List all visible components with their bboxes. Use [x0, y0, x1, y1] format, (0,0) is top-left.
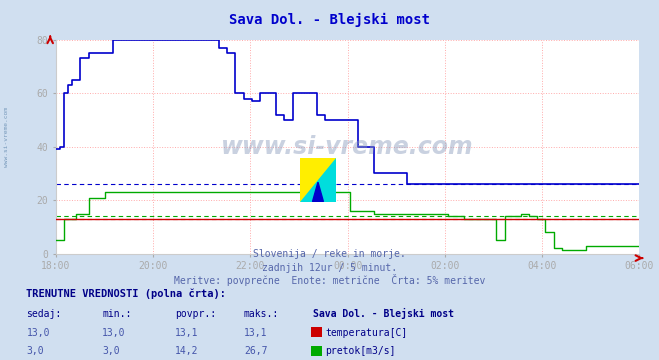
- Text: sedaj:: sedaj:: [26, 309, 61, 319]
- Text: 26,7: 26,7: [244, 346, 268, 356]
- Text: Slovenija / reke in morje.: Slovenija / reke in morje.: [253, 249, 406, 260]
- Text: pretok[m3/s]: pretok[m3/s]: [326, 346, 396, 356]
- Text: 13,1: 13,1: [244, 328, 268, 338]
- Polygon shape: [300, 158, 336, 202]
- Text: temperatura[C]: temperatura[C]: [326, 328, 408, 338]
- Text: 13,1: 13,1: [175, 328, 198, 338]
- Text: 3,0: 3,0: [26, 346, 44, 356]
- Text: www.si-vreme.com: www.si-vreme.com: [4, 107, 9, 167]
- Text: povpr.:: povpr.:: [175, 309, 215, 319]
- Polygon shape: [312, 182, 324, 202]
- Polygon shape: [300, 158, 336, 202]
- Text: 13,0: 13,0: [102, 328, 126, 338]
- Text: 14,2: 14,2: [175, 346, 198, 356]
- Text: zadnjih 12ur / 5 minut.: zadnjih 12ur / 5 minut.: [262, 263, 397, 273]
- Text: Sava Dol. - Blejski most: Sava Dol. - Blejski most: [313, 308, 454, 319]
- Text: www.si-vreme.com: www.si-vreme.com: [221, 135, 474, 159]
- Text: min.:: min.:: [102, 309, 132, 319]
- Text: 13,0: 13,0: [26, 328, 50, 338]
- Text: Meritve: povprečne  Enote: metrične  Črta: 5% meritev: Meritve: povprečne Enote: metrične Črta:…: [174, 274, 485, 286]
- Text: maks.:: maks.:: [244, 309, 279, 319]
- Text: Sava Dol. - Blejski most: Sava Dol. - Blejski most: [229, 13, 430, 27]
- Text: 3,0: 3,0: [102, 346, 120, 356]
- Text: TRENUTNE VREDNOSTI (polna črta):: TRENUTNE VREDNOSTI (polna črta):: [26, 288, 226, 299]
